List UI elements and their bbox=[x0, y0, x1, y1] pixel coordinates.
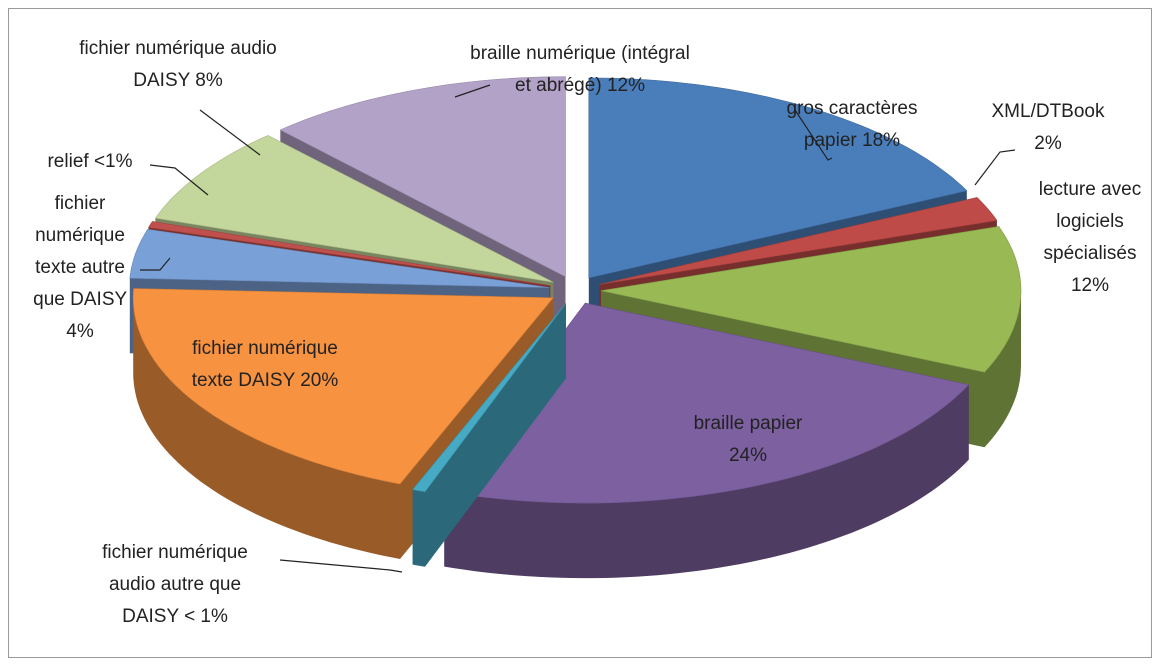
pie-slice bbox=[599, 197, 998, 285]
chart-border bbox=[8, 8, 1152, 658]
value-label: 2% bbox=[1034, 133, 1062, 154]
value-label: 12% bbox=[606, 75, 645, 96]
leader-lines bbox=[140, 84, 1016, 573]
category-label: fichier numérique texte DAISY bbox=[191, 338, 338, 391]
category-label: fichier numérique texte autre que DAISY bbox=[33, 193, 127, 310]
value-label: 20% bbox=[300, 370, 339, 391]
value-label: < 1% bbox=[184, 606, 228, 627]
pie-slice bbox=[147, 221, 551, 286]
pie-slice bbox=[129, 228, 550, 288]
pie-slice bbox=[154, 135, 554, 283]
pie-slice bbox=[588, 77, 968, 279]
category-label: fichier numérique audio DAISY bbox=[79, 38, 277, 91]
pie-slice bbox=[132, 288, 554, 485]
slice-label: braille numérique (intégral et abrégé) 1… bbox=[470, 38, 690, 102]
category-label: relief bbox=[47, 151, 89, 172]
value-label: 24% bbox=[728, 445, 768, 466]
slice-label: fichier numérique audio DAISY 8% bbox=[78, 33, 278, 97]
slice-label: lecture avec logiciels spécialisés 12% bbox=[1025, 174, 1155, 302]
slice-label: relief <1% bbox=[30, 146, 150, 178]
category-label: gros caractères papier bbox=[786, 98, 918, 151]
category-label: XML/DTBook bbox=[991, 101, 1105, 122]
slice-label: fichier numérique texte DAISY 20% bbox=[178, 333, 353, 397]
value-label: 4% bbox=[66, 321, 94, 342]
value-label: 18% bbox=[862, 130, 901, 151]
value-label: 8% bbox=[195, 70, 223, 91]
slice-wall bbox=[444, 384, 969, 579]
slice-wall bbox=[412, 489, 425, 567]
slice-label: gros caractères papier 18% bbox=[767, 93, 937, 157]
slice-wall bbox=[133, 297, 400, 559]
value-label: 12% bbox=[1070, 275, 1110, 296]
category-label: braille papier bbox=[693, 413, 803, 434]
pie-slice bbox=[443, 302, 970, 504]
slice-label: braille papier 24% bbox=[673, 408, 823, 472]
leader-line bbox=[199, 109, 261, 156]
category-label: lecture avec logiciels spécialisés bbox=[1038, 179, 1142, 264]
category-label: fichier numérique audio autre que DAISY bbox=[102, 542, 248, 627]
pie-slice bbox=[412, 303, 567, 493]
slice-label: XML/DTBook 2% bbox=[988, 96, 1108, 160]
leader-line bbox=[149, 164, 209, 196]
slice-side bbox=[412, 303, 566, 565]
slices bbox=[129, 76, 1022, 579]
leader-line bbox=[974, 149, 1016, 186]
value-label: <1% bbox=[93, 151, 133, 172]
slice-label: fichier numérique texte autre que DAISY … bbox=[20, 188, 140, 348]
leader-line bbox=[140, 257, 171, 271]
leader-line bbox=[794, 109, 833, 161]
pie-slice bbox=[279, 76, 566, 278]
category-label: braille numérique (intégral et abrégé) bbox=[470, 43, 690, 96]
leader-line bbox=[454, 84, 491, 98]
slice-label: fichier numérique audio autre que DAISY … bbox=[80, 537, 270, 633]
leader-line bbox=[279, 559, 403, 573]
pie-slice bbox=[600, 226, 1022, 373]
slice-wall bbox=[984, 290, 1021, 448]
